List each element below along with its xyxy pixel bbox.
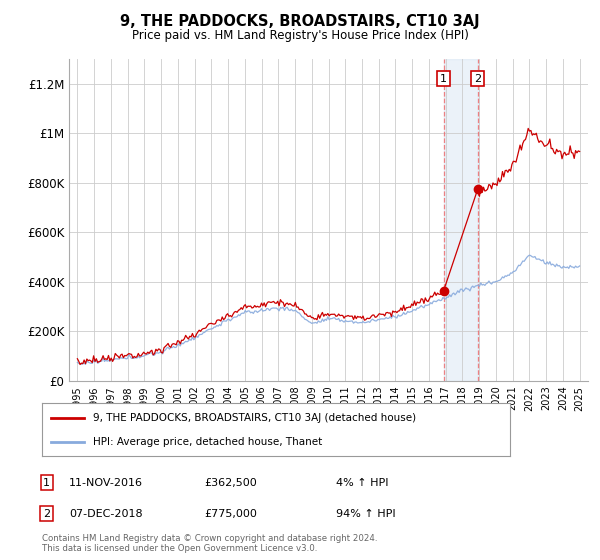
Text: 1: 1 (43, 478, 50, 488)
Text: 94% ↑ HPI: 94% ↑ HPI (336, 508, 395, 519)
Text: 2: 2 (43, 508, 50, 519)
Text: Price paid vs. HM Land Registry's House Price Index (HPI): Price paid vs. HM Land Registry's House … (131, 29, 469, 42)
Text: 4% ↑ HPI: 4% ↑ HPI (336, 478, 389, 488)
Text: £362,500: £362,500 (204, 478, 257, 488)
Bar (443, 59, 478, 381)
Text: 07-DEC-2018: 07-DEC-2018 (69, 508, 143, 519)
Text: 2: 2 (474, 73, 481, 83)
Text: 11-NOV-2016: 11-NOV-2016 (69, 478, 143, 488)
Text: HPI: Average price, detached house, Thanet: HPI: Average price, detached house, Than… (94, 436, 323, 446)
Text: 9, THE PADDOCKS, BROADSTAIRS, CT10 3AJ: 9, THE PADDOCKS, BROADSTAIRS, CT10 3AJ (120, 14, 480, 29)
Text: 1: 1 (440, 73, 447, 83)
Text: 9, THE PADDOCKS, BROADSTAIRS, CT10 3AJ (detached house): 9, THE PADDOCKS, BROADSTAIRS, CT10 3AJ (… (94, 413, 416, 423)
Text: £775,000: £775,000 (204, 508, 257, 519)
Text: Contains HM Land Registry data © Crown copyright and database right 2024.
This d: Contains HM Land Registry data © Crown c… (42, 534, 377, 553)
